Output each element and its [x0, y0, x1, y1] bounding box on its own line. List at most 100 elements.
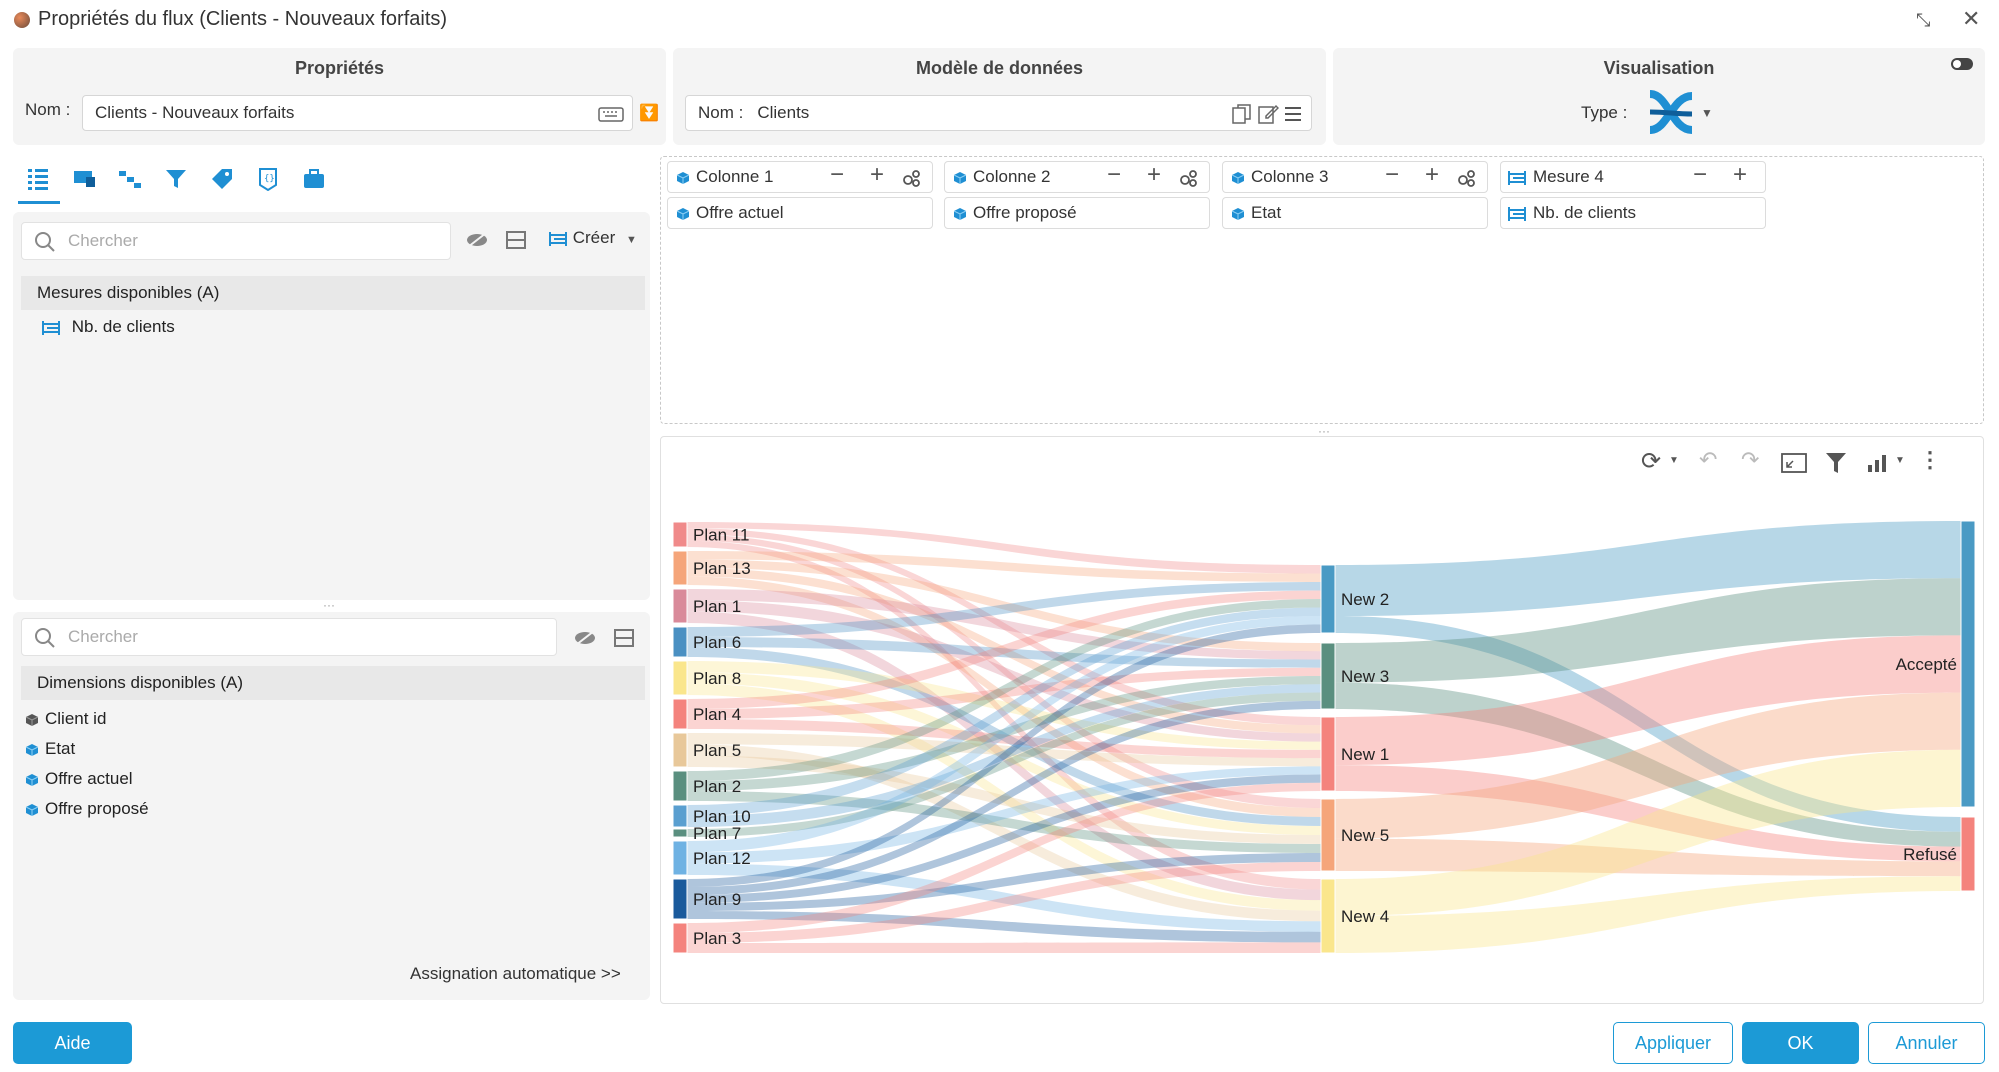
filter-icon[interactable] — [1825, 451, 1847, 475]
sankey-link[interactable] — [1335, 749, 1961, 916]
sankey-link[interactable] — [687, 692, 1321, 838]
edit-icon[interactable] — [1257, 103, 1279, 125]
briefcase-icon[interactable] — [302, 167, 326, 191]
hide-icon[interactable] — [465, 230, 489, 250]
mapping-column-header[interactable]: Colonne 1− + — [667, 161, 933, 193]
left-splitter[interactable]: ··· — [323, 598, 335, 612]
mapping-column-header[interactable]: Mesure 4− + — [1500, 161, 1766, 193]
sankey-node[interactable] — [672, 626, 688, 658]
collapse-all-icon[interactable] — [613, 628, 635, 648]
add-icon[interactable]: + — [1732, 161, 1747, 188]
dimension-item[interactable]: Offre proposé — [25, 794, 149, 824]
measures-search-input[interactable]: Chercher — [21, 222, 451, 260]
hierarchy-icon[interactable] — [118, 167, 142, 191]
sankey-link[interactable] — [687, 528, 1321, 726]
mapping-column-header[interactable]: Colonne 3− + — [1222, 161, 1488, 193]
toggle-icon[interactable] — [1951, 58, 1973, 70]
sankey-link[interactable] — [687, 863, 1321, 932]
settings-icon[interactable] — [1179, 168, 1199, 188]
settings-icon[interactable] — [902, 168, 922, 188]
settings-icon[interactable] — [1457, 168, 1477, 188]
copy-icon[interactable] — [1231, 103, 1253, 125]
sankey-node[interactable] — [672, 878, 688, 920]
sankey-link[interactable] — [1335, 616, 1961, 832]
sankey-node[interactable] — [1320, 716, 1336, 792]
monitor-icon[interactable] — [72, 167, 96, 191]
expand-down-icon[interactable]: ⏬ — [639, 105, 659, 122]
sankey-node[interactable] — [1960, 520, 1976, 808]
sankey-link[interactable] — [1335, 682, 1961, 847]
auto-assign-link[interactable]: Assignation automatique >> — [410, 964, 621, 983]
sankey-link[interactable] — [687, 774, 1321, 903]
sankey-link[interactable] — [687, 590, 1321, 710]
mapping-column-value[interactable]: Offre actuel — [667, 197, 933, 229]
sankey-link[interactable] — [687, 661, 1321, 750]
remove-icon[interactable]: − — [1384, 161, 1399, 188]
add-icon[interactable]: + — [869, 161, 884, 188]
sankey-link[interactable] — [687, 607, 1321, 817]
add-icon[interactable]: + — [1146, 161, 1161, 188]
sankey-link[interactable] — [687, 624, 1321, 888]
sankey-link[interactable] — [687, 534, 1321, 809]
sankey-link[interactable] — [687, 755, 1321, 844]
create-button[interactable]: Créer ▼ — [548, 228, 637, 248]
close-icon[interactable]: ✕ — [1962, 6, 1981, 31]
sankey-link[interactable] — [1335, 765, 1961, 862]
sankey-node[interactable] — [672, 804, 688, 828]
sankey-link[interactable] — [687, 700, 1321, 895]
mapping-column-value[interactable]: Offre proposé — [944, 197, 1210, 229]
mapping-column-value[interactable]: Nb. de clients — [1500, 197, 1766, 229]
sankey-link[interactable] — [687, 672, 1321, 835]
sankey-link[interactable] — [687, 647, 1321, 826]
sankey-link[interactable] — [687, 589, 1321, 660]
sankey-link[interactable] — [687, 683, 1321, 911]
hide-icon[interactable] — [573, 628, 597, 648]
sankey-node[interactable] — [1320, 564, 1336, 634]
create-dropdown-icon[interactable]: ▼ — [625, 234, 637, 246]
collapse-icon[interactable]: ⤡ — [1916, 10, 1931, 30]
script-icon[interactable]: {} — [256, 167, 280, 191]
sankey-node[interactable] — [672, 550, 688, 586]
redo-icon[interactable]: ↷ — [1741, 447, 1760, 472]
remove-icon[interactable]: − — [829, 161, 844, 188]
sankey-link[interactable] — [687, 582, 1321, 637]
sankey-link[interactable] — [687, 782, 1321, 933]
sankey-node[interactable] — [672, 922, 688, 954]
sankey-node[interactable] — [1320, 642, 1336, 710]
sankey-link[interactable] — [687, 559, 1321, 652]
sankey-node[interactable] — [1320, 878, 1336, 954]
measure-item[interactable]: Nb. de clients — [41, 312, 175, 342]
sankey-link[interactable] — [687, 676, 1321, 791]
cancel-button[interactable]: Annuler — [1868, 1022, 1985, 1064]
sankey-link[interactable] — [1335, 578, 1961, 683]
filter-icon[interactable] — [164, 167, 188, 191]
model-name-field[interactable]: Nom : Clients — [685, 95, 1312, 131]
sankey-link[interactable] — [687, 667, 1321, 719]
sankey-link[interactable] — [687, 942, 1321, 953]
sankey-link[interactable] — [687, 551, 1321, 582]
sankey-node[interactable] — [672, 660, 688, 696]
help-button[interactable]: Aide — [13, 1022, 132, 1064]
dimension-item[interactable]: Etat — [25, 734, 75, 764]
sankey-node[interactable] — [672, 840, 688, 876]
sankey-link[interactable] — [687, 853, 1321, 911]
sankey-link[interactable] — [687, 911, 1321, 943]
sankey-link[interactable] — [687, 719, 1321, 759]
sankey-node[interactable] — [1960, 816, 1976, 892]
ok-button[interactable]: OK — [1742, 1022, 1859, 1064]
sankey-link[interactable] — [687, 862, 1321, 943]
add-icon[interactable]: + — [1424, 161, 1439, 188]
sankey-link[interactable] — [687, 568, 1321, 734]
dimensions-search-input[interactable]: Chercher — [21, 618, 557, 656]
sankey-link[interactable] — [687, 616, 1321, 853]
refresh-icon[interactable]: ⟳ — [1641, 448, 1662, 475]
keyboard-icon[interactable] — [598, 104, 624, 124]
sankey-link[interactable] — [687, 600, 1321, 742]
tag-icon[interactable] — [210, 167, 234, 191]
sankey-link[interactable] — [687, 684, 1321, 827]
name-field[interactable]: Clients - Nouveaux forfaits — [82, 95, 633, 131]
sankey-link[interactable] — [687, 522, 1321, 574]
sankey-node[interactable] — [672, 521, 688, 548]
type-dropdown-icon[interactable]: ▼ — [1701, 106, 1713, 120]
sankey-link[interactable] — [1335, 692, 1961, 839]
